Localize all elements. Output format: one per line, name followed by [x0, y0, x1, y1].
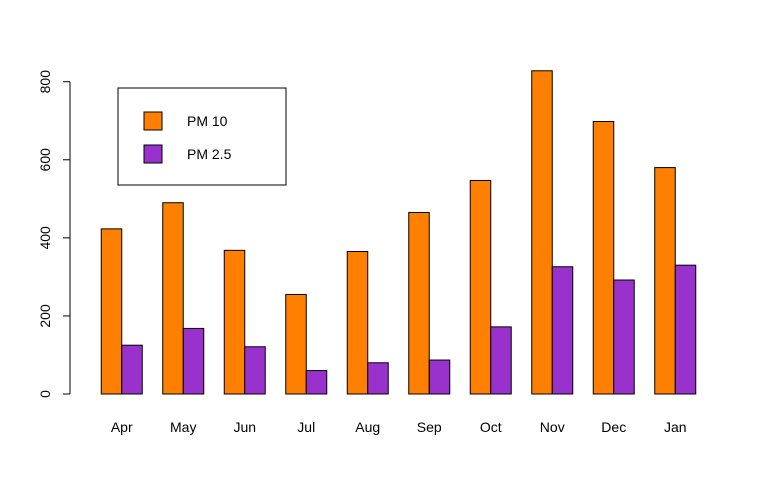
y-tick-label: 600 — [37, 148, 53, 172]
category-label: Jun — [233, 419, 256, 435]
legend: PM 10 PM 2.5 — [117, 87, 287, 186]
category-label: Aug — [355, 419, 380, 435]
bar-pm25-jun — [244, 346, 266, 395]
bar-pm10-apr — [100, 228, 123, 395]
legend-box — [117, 87, 287, 186]
bars-group — [100, 70, 697, 395]
category-label: Sep — [417, 419, 442, 435]
y-tick-label: 0 — [37, 390, 53, 398]
category-label: Jan — [664, 419, 687, 435]
bar-pm10-may — [162, 202, 184, 395]
category-label: Oct — [480, 419, 502, 435]
y-tick-label: 400 — [37, 226, 53, 250]
category-label: Dec — [601, 419, 626, 435]
bar-pm25-apr — [121, 344, 143, 395]
category-label: Jul — [297, 419, 315, 435]
legend-swatch — [143, 111, 163, 131]
y-axis: 0 200 400 600 800 — [37, 70, 71, 398]
bar-pm10-aug — [346, 251, 369, 395]
bar-pm25-aug — [367, 362, 389, 395]
bar-pm10-sep — [408, 211, 430, 395]
bar-pm25-jul — [305, 370, 328, 395]
category-label: Apr — [111, 419, 133, 435]
category-label: Nov — [540, 419, 565, 435]
bar-pm25-nov — [551, 266, 574, 395]
bar-pm25-dec — [613, 279, 635, 395]
bar-pm10-dec — [592, 121, 615, 395]
category-label: May — [170, 419, 196, 435]
legend-label: PM 2.5 — [187, 146, 232, 162]
y-tick-label: 200 — [37, 304, 53, 328]
legend-swatch — [143, 144, 163, 164]
bar-pm10-jan — [654, 167, 676, 395]
bar-pm10-oct — [469, 179, 492, 395]
legend-label: PM 10 — [187, 113, 228, 129]
bar-pm25-jan — [674, 264, 697, 395]
bar-pm25-oct — [490, 326, 512, 395]
y-tick-label: 800 — [37, 70, 53, 94]
bar-pm10-jul — [285, 293, 307, 395]
bar-pm10-nov — [531, 70, 553, 395]
category-labels: Apr May Jun Jul Aug Sep Oct Nov Dec Jan — [111, 419, 687, 435]
bar-pm25-may — [182, 327, 205, 395]
bar-pm25-sep — [428, 359, 451, 395]
bar-pm10-jun — [223, 249, 246, 395]
